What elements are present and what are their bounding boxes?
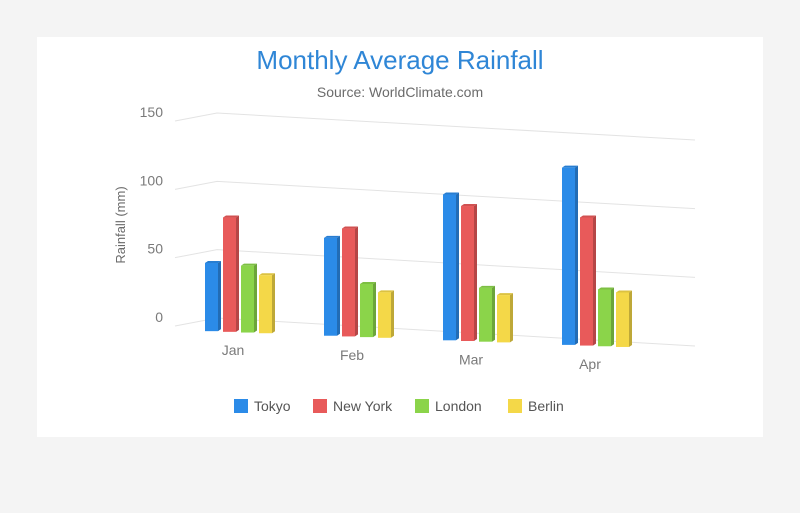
bar-side [373,281,376,338]
bar-side [510,293,513,343]
bar-front [580,217,593,346]
y-axis-title: Rainfall (mm) [113,186,128,263]
bar-side [492,285,495,342]
bar-front [562,167,575,345]
y-tick-label: 150 [140,104,164,120]
bar-front [598,289,611,347]
bar-side [337,235,340,336]
bar-top [497,293,513,296]
bar-top [616,290,632,293]
bar [342,226,358,337]
bar-top [580,215,596,218]
bar-side [272,273,275,334]
bar-top [598,287,614,290]
bar-top [479,285,495,288]
bar-side [218,260,221,332]
legend-item[interactable]: Tokyo [234,398,291,414]
bar-front [378,292,391,338]
bar-top [205,260,221,263]
bar-side [611,287,614,347]
bar [497,293,513,343]
bar [562,165,578,345]
bar [598,287,614,347]
chart-card: Monthly Average Rainfall Source: WorldCl… [37,37,763,437]
bars [205,165,632,347]
bar [378,290,394,338]
bar-top [324,235,340,238]
bar-front [342,228,355,337]
bar-top [562,165,578,168]
bar-top [443,192,459,195]
y-tick-label: 50 [147,241,163,257]
bar-top [342,226,358,229]
x-tick-label: Mar [459,351,483,367]
bar [259,273,275,334]
x-axis-ticks: Jan Feb Mar Apr [222,342,602,372]
bar [479,285,495,342]
bar-side [236,215,239,332]
bar-side [593,215,596,346]
legend-swatch [313,399,327,413]
legend-item[interactable]: New York [313,398,393,414]
bar-side [629,290,632,347]
bar-side [355,226,358,337]
bar [360,281,376,338]
bar-side [254,263,257,333]
bar-top [259,273,275,276]
legend-item[interactable]: London [415,398,482,414]
bar-front [443,194,456,341]
y-axis-ticks: 0 50 100 150 [140,104,164,325]
bar-front [223,217,236,332]
gridline [174,249,696,278]
bar-front [241,265,254,333]
legend-swatch [415,399,429,413]
bar-front [616,292,629,347]
bar-front [360,283,373,338]
bar-top [461,204,477,207]
legend-label: New York [333,398,393,414]
bar-side [456,192,459,341]
bar-top [378,290,394,293]
bar [461,204,477,341]
bar [324,235,340,336]
legend-item[interactable]: Berlin [508,398,564,414]
bar-front [479,287,492,342]
legend-swatch [234,399,248,413]
x-tick-label: Feb [340,347,364,363]
bar [223,215,239,332]
legend-swatch [508,399,522,413]
bar [443,192,459,341]
bar-top [223,215,239,218]
x-tick-label: Apr [579,356,601,372]
bar-front [259,275,272,334]
bar [241,263,257,333]
chart-title: Monthly Average Rainfall [256,45,543,75]
bar-front [324,237,337,336]
legend-label: London [435,398,482,414]
bar [205,260,221,332]
gridline [174,112,696,141]
bar-side [474,204,477,341]
y-tick-label: 0 [155,309,163,325]
chart-subtitle: Source: WorldClimate.com [317,84,483,100]
bar [616,290,632,347]
legend-label: Tokyo [254,398,291,414]
rainfall-chart: Monthly Average Rainfall Source: WorldCl… [113,45,696,414]
bar [580,215,596,346]
bar-front [497,295,510,343]
bar-front [205,262,218,332]
legend[interactable]: Tokyo New York London Berlin [234,398,564,414]
bar-top [241,263,257,266]
y-tick-label: 100 [140,172,164,188]
bar-front [461,206,474,341]
bar-top [360,281,376,284]
bar-side [391,290,394,338]
legend-label: Berlin [528,398,564,414]
bar-side [575,165,578,345]
gridline [174,180,696,210]
x-tick-label: Jan [222,342,245,358]
